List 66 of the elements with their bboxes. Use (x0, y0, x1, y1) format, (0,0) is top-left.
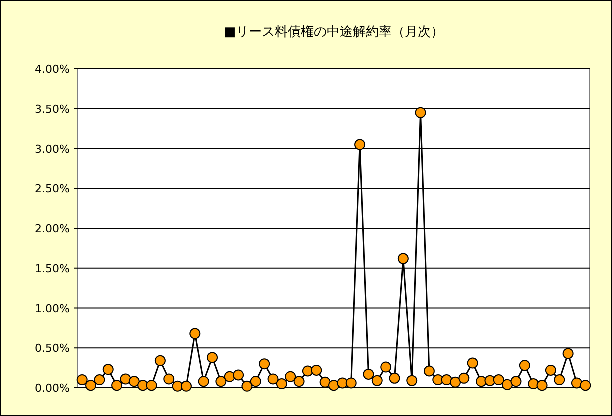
point (493, 374, 504, 386)
point (467, 358, 478, 369)
point (415, 107, 426, 118)
y-tick-label: 1.00% (35, 302, 70, 316)
point (86, 380, 97, 392)
point (502, 379, 514, 390)
point (198, 376, 210, 388)
point (476, 376, 488, 388)
point (571, 378, 582, 389)
point (138, 380, 149, 392)
point (562, 348, 574, 360)
point (554, 374, 566, 386)
point (190, 328, 201, 340)
point (154, 355, 166, 366)
point (320, 376, 331, 388)
chart-title: ■リース料債権の中途解約率（月次） (224, 24, 444, 40)
point (180, 380, 192, 392)
point (328, 380, 340, 392)
point (536, 380, 548, 392)
point (363, 368, 374, 380)
point (398, 253, 409, 264)
point (285, 371, 296, 382)
point (346, 378, 357, 389)
point (484, 375, 496, 386)
point (146, 380, 158, 392)
point (128, 376, 140, 388)
point (311, 364, 322, 376)
point (259, 358, 270, 370)
point (432, 374, 444, 386)
y-tick-label: 4.00% (35, 63, 70, 76)
point (519, 360, 530, 372)
y-tick-label: 3.50% (35, 102, 70, 116)
point (233, 370, 244, 381)
point (94, 374, 106, 386)
point (102, 364, 114, 376)
point (164, 374, 175, 385)
y-tick-label: 2.00% (35, 222, 70, 236)
point (458, 372, 470, 384)
point (276, 378, 288, 390)
point (545, 364, 556, 376)
point (120, 374, 132, 385)
point (354, 139, 366, 150)
point (528, 378, 540, 390)
point (76, 374, 88, 386)
point (207, 352, 218, 364)
point (389, 372, 400, 384)
y-tick-label: 0.00% (35, 382, 70, 395)
point (372, 375, 383, 386)
y-tick-label: 0.50% (35, 342, 70, 356)
point (406, 375, 418, 386)
point (216, 376, 227, 388)
point (424, 366, 435, 377)
point (112, 380, 123, 392)
point (441, 374, 452, 386)
point (242, 380, 253, 392)
point (294, 376, 305, 388)
y-tick-label: 3.00% (35, 142, 70, 156)
y-tick-label: 1.50% (35, 262, 70, 276)
point (224, 371, 236, 382)
point (510, 376, 522, 388)
point (450, 376, 461, 388)
point (380, 362, 392, 373)
y-tick-label: 2.50% (35, 182, 70, 196)
point (268, 374, 279, 385)
point (250, 376, 262, 388)
point (580, 380, 592, 392)
